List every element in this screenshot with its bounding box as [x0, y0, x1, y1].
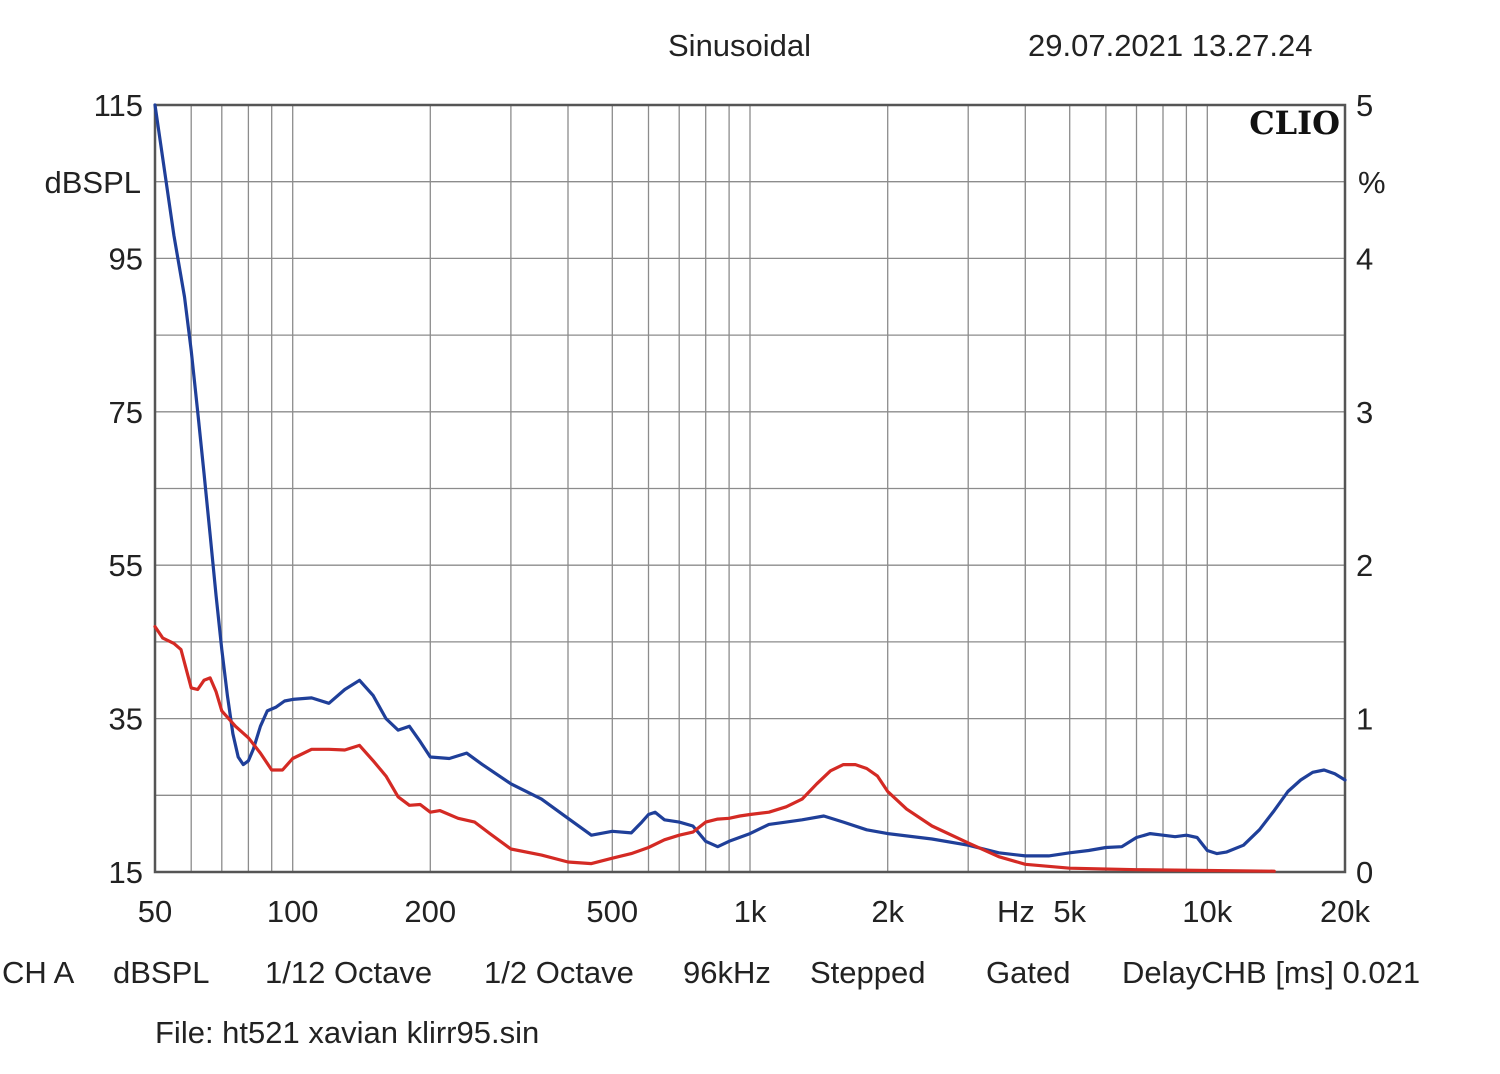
y-right-tick-label: 0	[1356, 855, 1373, 890]
x-tick-label: 200	[404, 894, 456, 929]
footer-smoothing-1-12: 1/12 Octave	[265, 955, 433, 990]
y-left-tick-label: 115	[94, 88, 143, 123]
footer-delay: DelayCHB [ms] 0.021	[1122, 955, 1421, 990]
y-left-tick-label: 55	[109, 548, 143, 583]
x-tick-label: 50	[138, 894, 172, 929]
y-left-tick-label: 35	[109, 702, 143, 737]
y-left-tick-label: 95	[109, 241, 143, 276]
x-tick-label: 100	[267, 894, 319, 929]
y-right-tick-label: 5	[1356, 88, 1373, 123]
footer-stepped: Stepped	[810, 955, 926, 990]
x-tick-label: 5k	[1053, 894, 1086, 929]
series-line-2	[153, 625, 1276, 873]
y-left-axis-label: dBSPL	[44, 165, 141, 200]
plot-frame	[153, 103, 1347, 874]
y-right-axis-label: %	[1358, 165, 1386, 200]
axis-labels: 15 35 55 75 95 115 dBSPL 0 1 2 3 4 5% 50 100 200 500 1k 2k…	[44, 88, 1385, 929]
y-right-tick-label: 2	[1356, 548, 1373, 583]
y-right-tick-label: 3	[1356, 395, 1373, 430]
footer-file: File: ht521 xavian klirr95.sin	[155, 1015, 540, 1050]
grid-lines	[155, 105, 1345, 872]
footer-ch-a: CH A	[2, 955, 75, 990]
footer-dbspl: dBSPL	[113, 955, 210, 990]
plot-border	[153, 103, 1347, 874]
y-left-tick-label: 15	[109, 855, 143, 890]
footer-sample-rate: 96kHz	[683, 955, 771, 990]
clio-logo: CLIO	[1249, 104, 1340, 142]
data-curves	[153, 103, 1347, 873]
x-tick-label: 20k	[1320, 894, 1370, 929]
measurement-datetime: 29.07.2021 13.27.24	[1028, 28, 1313, 63]
x-tick-label: 1k	[734, 894, 767, 929]
y-right-tick-label: 1	[1356, 702, 1373, 737]
footer-smoothing-1-2: 1/2 Octave	[484, 955, 634, 990]
x-tick-label: 2k	[871, 894, 904, 929]
series-line-1	[153, 103, 1347, 858]
x-axis-unit-label: Hz	[997, 894, 1035, 929]
y-right-tick-label: 4	[1356, 241, 1373, 276]
x-tick-label: 500	[586, 894, 638, 929]
measurement-mode: Sinusoidal	[668, 28, 812, 63]
x-tick-label: 10k	[1182, 894, 1232, 929]
y-left-tick-label: 75	[109, 395, 143, 430]
footer-gated: Gated	[986, 955, 1071, 990]
